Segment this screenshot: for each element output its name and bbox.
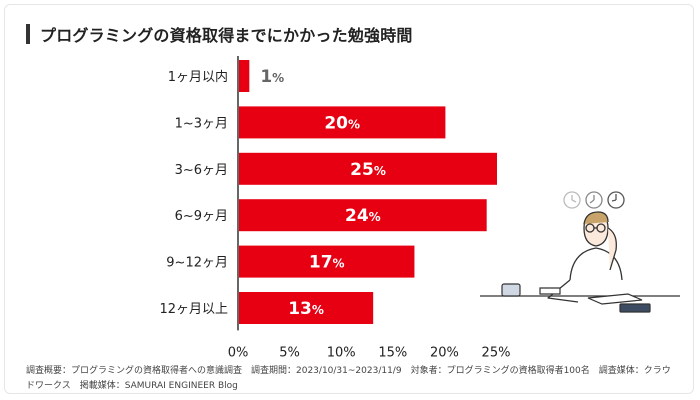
data-label: 17%: [309, 253, 345, 273]
chart-title: プログラミングの資格取得までにかかった勉強時間: [40, 26, 413, 45]
category-label: 1ヶ月以内: [168, 69, 228, 85]
person-figure: [547, 211, 623, 303]
desk-items: [501, 283, 651, 313]
data-label: 24%: [345, 206, 381, 226]
footnote-line-2: ドワークス 掲載媒体：SAMURAI ENGINEER Blog: [26, 381, 238, 391]
x-tick-label: 0%: [228, 345, 249, 360]
x-tick-label: 25%: [482, 345, 511, 360]
bar: [239, 245, 415, 278]
x-tick-label: 15%: [378, 345, 407, 360]
category-label: 12ヶ月以上: [159, 302, 228, 317]
clock-icon: [563, 191, 625, 209]
x-tick-label: 5%: [279, 345, 300, 360]
bar: [239, 60, 250, 92]
title-accent-bar: [26, 24, 30, 44]
bar: [239, 152, 497, 185]
bar-chart: 1ヶ月以内 1% 1~3ヶ月 20% 3~6ヶ月 25% 6~9ヶ月 24% 9~12ヶ月 17%…: [159, 56, 511, 360]
category-label: 3~6ヶ月: [175, 163, 228, 178]
card-frame: [4, 4, 694, 394]
bar: [239, 106, 446, 139]
bar: [239, 292, 374, 324]
footnote-line-1: 調査概要：プログラミングの資格取得者への意識調査 調査期間：2023/10/31…: [26, 366, 671, 376]
survey-footnote: 調査概要：プログラミングの資格取得者への意識調査 調査期間：2023/10/31…: [26, 364, 676, 394]
data-label: 13%: [288, 299, 324, 319]
bar: [239, 199, 487, 232]
x-tick-label: 10%: [327, 345, 356, 360]
person-studying-illustration: [480, 191, 680, 313]
x-tick-label: 20%: [430, 345, 459, 360]
category-label: 9~12ヶ月: [166, 256, 228, 271]
data-label: 20%: [324, 113, 360, 133]
data-label: 25%: [350, 160, 386, 180]
category-label: 6~9ヶ月: [175, 209, 228, 224]
category-label: 1~3ヶ月: [175, 116, 228, 131]
title-block: プログラミングの資格取得までにかかった勉強時間: [26, 22, 413, 46]
data-label: 1%: [260, 67, 284, 87]
